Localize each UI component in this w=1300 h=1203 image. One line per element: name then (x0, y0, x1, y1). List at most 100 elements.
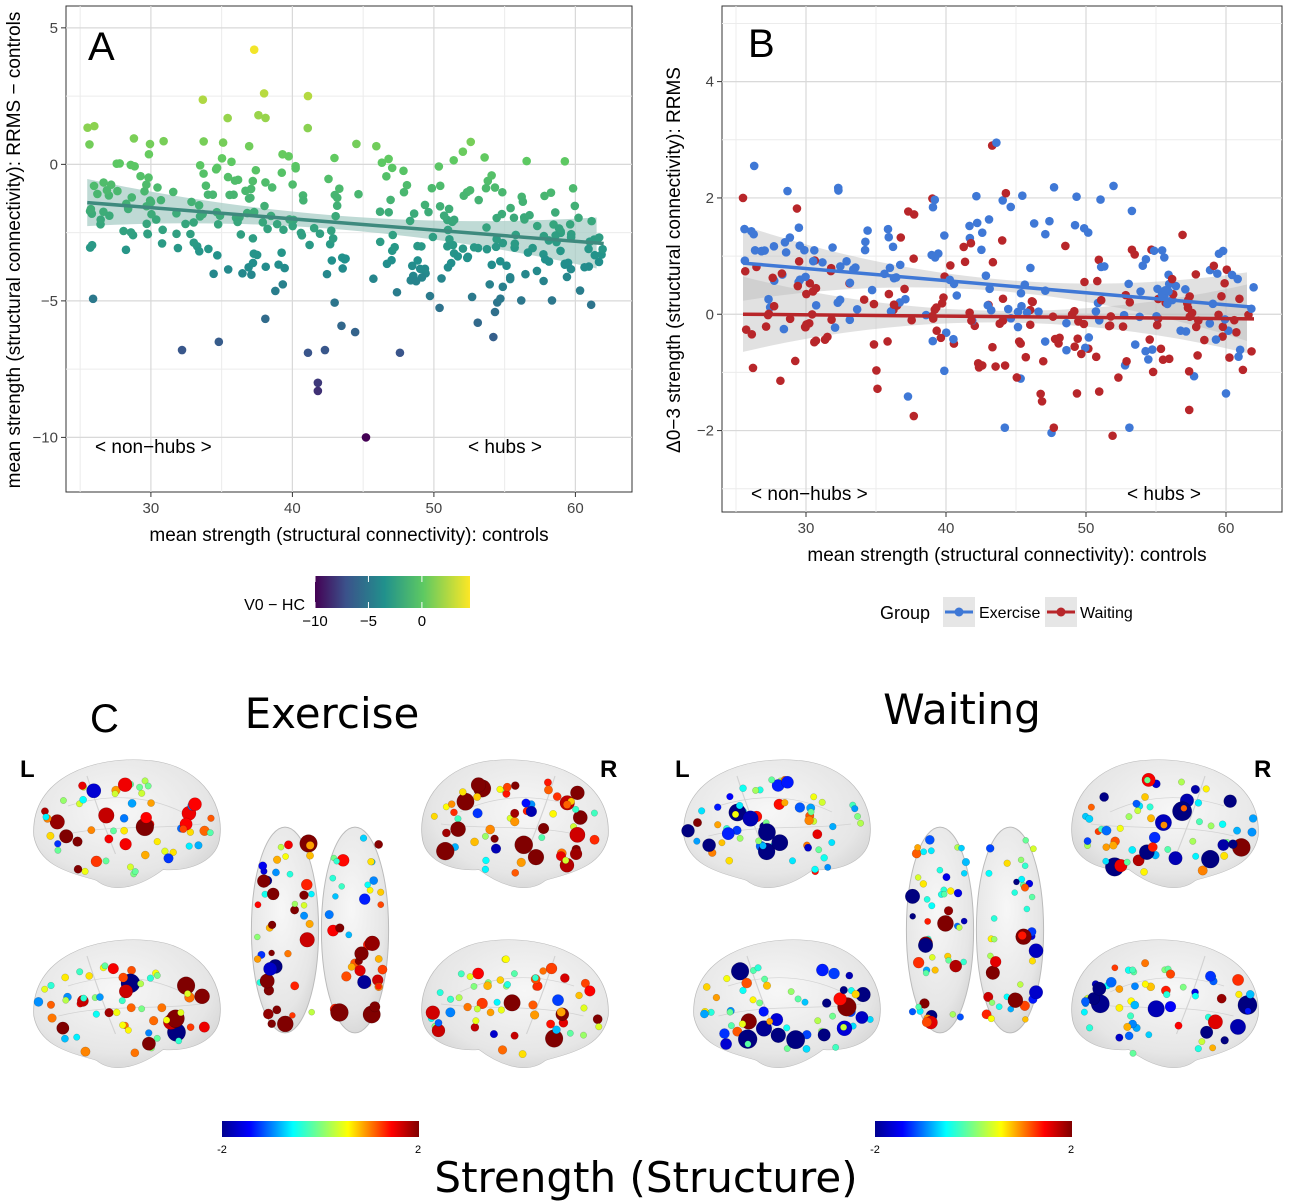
exercise-left-medial-brain-node (186, 1023, 195, 1032)
panel-b-point-waiting (792, 204, 802, 213)
panel-b-point-exercise (1016, 288, 1026, 298)
panel-b-point-waiting (1070, 342, 1079, 351)
exercise-dorsal-brain-node (341, 971, 352, 982)
panel-b-point-exercise (985, 284, 994, 294)
panel-b-point-exercise (1181, 285, 1190, 294)
panel-b-point-waiting (1125, 297, 1135, 307)
exercise-right-label: R (600, 756, 617, 783)
exercise-dorsal-brain-node (335, 923, 345, 933)
panel-c: C Exercise Waiting L R L R -2 2 -2 2 Str… (20, 685, 1271, 1202)
exercise-left-lateral-brain-node (54, 846, 62, 854)
waiting-right-lateral-brain-node (1102, 857, 1110, 865)
waiting-dorsal-brain-node (983, 991, 994, 1002)
waiting-left-medial-brain-node (786, 1030, 806, 1050)
panel-b-point-exercise (1205, 319, 1215, 328)
panel-a-point (399, 187, 409, 197)
exercise-left-lateral-brain-node (117, 777, 133, 793)
panel-a-point (480, 153, 489, 162)
panel-b-point-waiting (903, 207, 913, 216)
exercise-dorsal-brain-node (262, 1008, 274, 1020)
exercise-dorsal-brain-node (277, 843, 285, 851)
panel-a-point (145, 139, 155, 149)
waiting-dorsal-brain-node (905, 888, 921, 904)
waiting-dorsal-brain-node (953, 888, 963, 898)
exercise-left-lateral-brain-node (111, 790, 119, 798)
waiting-right-lateral-brain-node (1141, 793, 1149, 801)
panel-b-point-waiting (966, 238, 976, 248)
exercise-dorsal-brain-node (338, 883, 345, 890)
panel-b-point-waiting (1049, 423, 1059, 432)
exercise-dorsal-brain-node (300, 878, 313, 891)
exercise-right-medial-brain-node (510, 1031, 519, 1040)
panel-b-nonhubs-label: < non−hubs > (751, 484, 868, 505)
panel-a-point (458, 147, 468, 156)
exercise-dorsal-brain-node (291, 900, 299, 908)
exercise-dorsal-brain-node (375, 983, 382, 990)
panel-a-point (127, 193, 137, 202)
panel-a-point (411, 276, 421, 286)
waiting-right-lateral-brain-node (1201, 849, 1220, 869)
panel-b-point-exercise (1091, 307, 1101, 316)
exercise-dorsal-brain-node (284, 840, 293, 850)
waiting-right-lateral-brain-node (1180, 804, 1188, 812)
exercise-left-lateral-brain-node (163, 853, 174, 864)
panel-a-point (119, 226, 128, 236)
waiting-left-medial-brain-node (821, 998, 832, 1008)
exercise-right-medial-brain-node (497, 1045, 508, 1055)
panel-a-point (303, 348, 313, 358)
exercise-right-medial-brain-node (531, 974, 539, 982)
panel-a-point (236, 230, 246, 239)
waiting-right-lateral-brain-node (1109, 841, 1118, 850)
panel-b-point-exercise (749, 161, 759, 171)
panel-b-point-exercise (928, 202, 938, 212)
waiting-right-lateral-brain-node (1087, 803, 1095, 811)
exercise-right-lateral-brain-node (527, 848, 545, 866)
exercise-dorsal-brain-node (300, 902, 308, 909)
panel-b-point-waiting (1036, 389, 1045, 399)
panel-b-point-waiting (907, 315, 916, 325)
panel-a-ylabel: mean strength (structural connectivity):… (4, 12, 25, 489)
panel-a-point (248, 234, 258, 243)
exercise-left-lateral-brain-node (86, 783, 102, 799)
exercise-left-medial-brain-node (153, 972, 161, 979)
panel-b: 30 40 50 60 4 2 0 −2 B < non−hubs > < hubs > me… (664, 5, 1283, 627)
exercise-left-medial-brain-node (104, 1008, 114, 1018)
exercise-right-lateral-brain-node (562, 800, 572, 809)
panel-b-point-waiting (884, 289, 894, 299)
exercise-dorsal-brain-node (369, 1001, 381, 1013)
panel-a-point (540, 191, 549, 201)
waiting-left-medial-brain-node (851, 990, 860, 999)
exercise-dorsal-brain-node (377, 964, 388, 975)
waiting-left-medial-brain-node (828, 967, 840, 980)
exercise-dorsal-brain-node (345, 931, 353, 939)
waiting-dorsal-brain-node (1017, 981, 1024, 988)
exercise-left-lateral-brain-node (179, 824, 188, 834)
waiting-dorsal-brain-node (1003, 859, 1011, 867)
waiting-right-medial-brain-node (1141, 980, 1149, 988)
waiting-left-medial-brain-node (758, 1006, 769, 1017)
exercise-right-lateral-brain-node (521, 798, 531, 808)
panel-b-point-waiting (1232, 328, 1241, 337)
panel-b-point-waiting (889, 300, 899, 310)
waiting-left-medial-brain-node (787, 988, 795, 996)
panel-b-point-waiting (1054, 339, 1063, 348)
exercise-left-medial-brain-node (157, 1003, 167, 1013)
panel-a-point (575, 286, 585, 295)
waiting-right-medial-brain-node (1207, 1014, 1223, 1030)
panel-b-point-exercise (884, 232, 894, 242)
waiting-right-lateral-brain-node (1168, 851, 1183, 866)
exercise-left-medial-brain-node (76, 968, 84, 976)
panel-a-point (247, 270, 256, 279)
panel-a-point (189, 238, 199, 247)
exercise-left-lateral-brain-node (185, 842, 193, 850)
panel-b-point-waiting (1021, 352, 1031, 362)
exercise-right-medial-brain-node (595, 1023, 603, 1031)
b-xtick-label: 50 (1078, 520, 1095, 537)
panel-b-point-exercise (981, 271, 991, 280)
waiting-dorsal-brain-node (908, 1008, 917, 1016)
waiting-right-medial-brain-node (1244, 1007, 1252, 1015)
legend-label-exercise: Exercise (979, 605, 1040, 622)
panel-a-point (439, 211, 449, 220)
exercise-left-medial-brain-node (175, 1037, 183, 1045)
exercise-dorsal-brain-node (299, 911, 309, 920)
